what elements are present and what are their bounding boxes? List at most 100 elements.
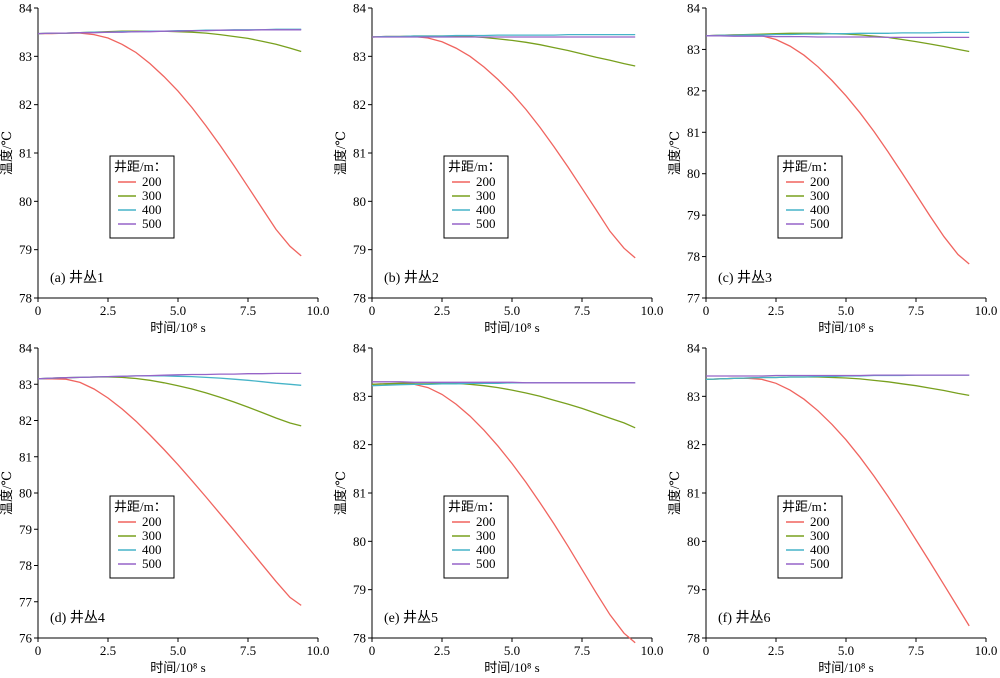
x-tick-label: 10.0 (975, 643, 998, 658)
series-line-300 (37, 376, 302, 427)
chart-panel-3: 0 2.5 5.0 7.5 10.0 77 78 79 80 81 82 83 84 时间/10⁸ s 温度… (667, 1, 997, 336)
legend-entry-400: 400 (810, 542, 830, 557)
x-tick-label: 0 (369, 643, 376, 658)
y-tick-label: 82 (19, 413, 32, 428)
legend-entry-400: 400 (142, 202, 162, 217)
series-line-300 (705, 376, 970, 397)
y-tick-label: 80 (353, 534, 366, 549)
y-tick-label: 83 (687, 42, 700, 57)
y-tick-label: 84 (353, 1, 367, 16)
y-tick-label: 80 (687, 534, 700, 549)
legend-entry-200: 200 (810, 174, 830, 189)
y-tick-label: 84 (687, 341, 701, 356)
legend-entry-300: 300 (476, 528, 496, 543)
x-tick-label: 5.0 (170, 303, 186, 318)
y-tick-label: 82 (353, 97, 366, 112)
legend-entry-200: 200 (476, 174, 496, 189)
x-tick-label: 10.0 (975, 303, 998, 318)
y-tick-label: 77 (687, 291, 701, 306)
chart-panel-4: 0 2.5 5.0 7.5 10.0 76 77 78 79 80 81 82 83 84 时间/10⁸ s… (0, 341, 329, 676)
x-axis-label: 时间/10⁸ s (818, 320, 873, 335)
series-line-500 (37, 372, 302, 380)
y-tick-label: 79 (687, 208, 700, 223)
x-tick-label: 5.0 (170, 643, 186, 658)
x-axis-label: 时间/10⁸ s (484, 320, 539, 335)
y-tick-label: 78 (353, 631, 366, 646)
x-tick-label: 2.5 (434, 643, 450, 658)
legend-entry-500: 500 (476, 216, 496, 231)
x-tick-label: 5.0 (838, 643, 854, 658)
y-tick-label: 81 (353, 486, 366, 501)
chart-panel-6: 0 2.5 5.0 7.5 10.0 78 79 80 81 82 83 84 时间/10⁸ s 温度/℃… (667, 341, 997, 676)
y-tick-label: 79 (19, 522, 32, 537)
legend-title: 井距/m： (448, 159, 501, 174)
y-tick-label: 78 (687, 631, 700, 646)
series-line-300 (371, 382, 636, 429)
y-tick-label: 80 (353, 194, 366, 209)
x-tick-label: 0 (35, 643, 42, 658)
legend-entry-400: 400 (476, 202, 496, 217)
legend-entry-300: 300 (142, 528, 162, 543)
series-line-200 (38, 378, 302, 606)
legend-entry-300: 300 (810, 188, 830, 203)
panel-label: (b) 井丛2 (384, 270, 439, 286)
y-tick-label: 84 (19, 341, 33, 356)
y-tick-label: 78 (353, 291, 366, 306)
y-tick-label: 78 (19, 558, 32, 573)
chart-panel-2: 0 2.5 5.0 7.5 10.0 78 79 80 81 82 83 84 时间/10⁸ s 温度/℃… (333, 1, 663, 336)
y-tick-label: 84 (687, 1, 701, 16)
x-tick-label: 7.5 (908, 303, 924, 318)
y-tick-label: 81 (353, 146, 366, 161)
series-line-300 (37, 30, 302, 53)
y-axis-label: 温度/℃ (333, 131, 348, 175)
x-tick-label: 7.5 (574, 643, 590, 658)
legend-title: 井距/m： (448, 499, 501, 514)
y-tick-label: 84 (353, 341, 367, 356)
series-line-300 (371, 35, 636, 67)
legend-entry-500: 500 (476, 556, 496, 571)
panel-label: (a) 井丛1 (50, 270, 104, 286)
series-line-500 (706, 35, 970, 39)
y-axis-label: 温度/℃ (333, 471, 348, 515)
y-axis-label: 温度/℃ (667, 131, 682, 175)
y-tick-label: 79 (19, 242, 32, 257)
x-tick-label: 10.0 (307, 303, 330, 318)
legend-title: 井距/m： (114, 499, 167, 514)
y-tick-label: 82 (687, 437, 700, 452)
x-tick-label: 10.0 (307, 643, 330, 658)
y-tick-label: 79 (687, 582, 700, 597)
x-tick-label: 10.0 (641, 643, 664, 658)
legend-entry-200: 200 (142, 174, 162, 189)
legend-entry-400: 400 (142, 542, 162, 557)
x-tick-label: 7.5 (240, 303, 256, 318)
x-tick-label: 5.0 (504, 303, 520, 318)
x-tick-label: 0 (703, 303, 710, 318)
chart-panel-1: 0 2.5 5.0 7.5 10.0 78 79 80 81 82 83 84 时间/10⁸ s 温度/℃… (0, 1, 329, 336)
x-axis-label: 时间/10⁸ s (484, 660, 539, 675)
series-line-400 (705, 31, 970, 37)
legend-entry-200: 200 (476, 514, 496, 529)
y-tick-label: 76 (19, 631, 33, 646)
x-tick-label: 2.5 (768, 643, 784, 658)
x-tick-label: 7.5 (574, 303, 590, 318)
x-tick-label: 2.5 (100, 303, 116, 318)
y-tick-label: 77 (19, 594, 33, 609)
y-tick-label: 81 (687, 486, 700, 501)
series-line-500 (706, 374, 970, 377)
legend-entry-300: 300 (142, 188, 162, 203)
y-axis-label: 温度/℃ (0, 471, 14, 515)
legend-entry-200: 200 (810, 514, 830, 529)
x-tick-label: 5.0 (504, 643, 520, 658)
x-axis-label: 时间/10⁸ s (150, 660, 205, 675)
y-tick-label: 84 (19, 1, 33, 16)
legend-entry-300: 300 (810, 528, 830, 543)
series-line-500 (37, 29, 302, 35)
y-tick-label: 82 (19, 97, 32, 112)
y-tick-label: 83 (687, 389, 700, 404)
legend-entry-500: 500 (810, 216, 830, 231)
